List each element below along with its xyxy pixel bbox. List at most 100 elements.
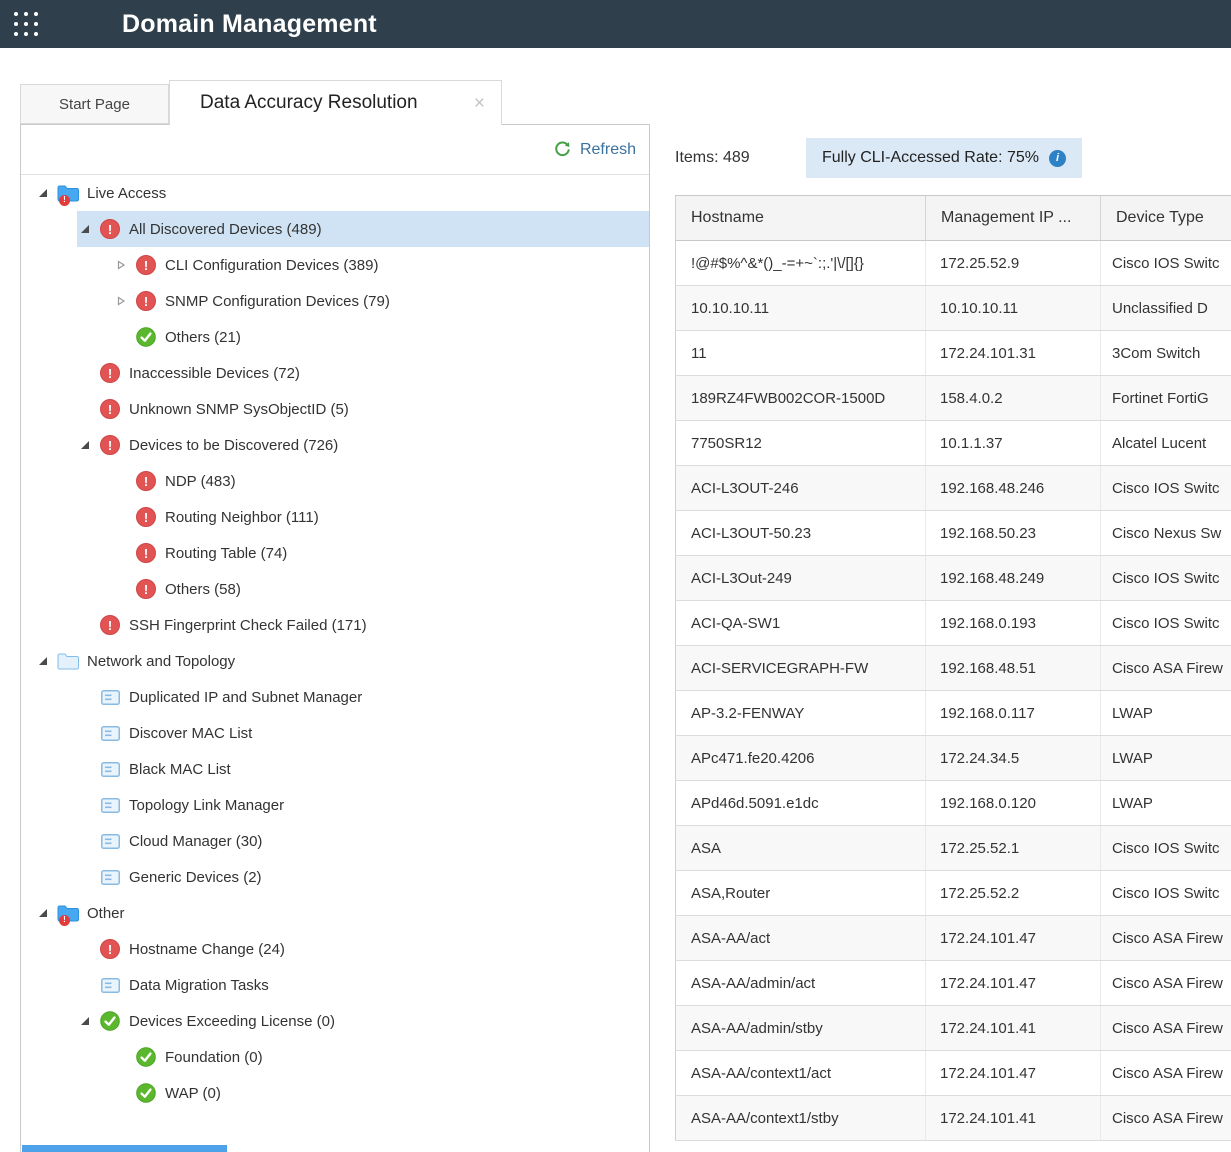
cell-management-ip[interactable]: 192.168.0.193 <box>925 600 1101 646</box>
cell-device-type[interactable]: Cisco ASA Firew <box>1100 915 1231 961</box>
tree-item[interactable]: Cloud Manager (30) <box>21 823 649 859</box>
cell-device-type[interactable]: Cisco IOS Switc <box>1100 555 1231 601</box>
table-row[interactable]: ASA-AA/act 172.24.101.47 Cisco ASA Firew <box>675 915 1231 961</box>
tree-item[interactable]: Topology Link Manager <box>21 787 649 823</box>
tree-item[interactable]: Devices Exceeding License (0) <box>21 1003 649 1039</box>
cell-hostname[interactable]: ASA-AA/context1/stby <box>675 1095 926 1141</box>
cell-device-type[interactable]: Cisco ASA Firew <box>1100 1095 1231 1141</box>
tree-item[interactable]: ! Hostname Change (24) <box>21 931 649 967</box>
table-row[interactable]: ACI-L3OUT-50.23 192.168.50.23 Cisco Nexus … <box>675 510 1231 556</box>
cell-management-ip[interactable]: 172.25.52.1 <box>925 825 1101 871</box>
cell-management-ip[interactable]: 172.24.34.5 <box>925 735 1101 781</box>
cell-device-type[interactable]: Fortinet FortiG <box>1100 375 1231 421</box>
table-row[interactable]: 10.10.10.11 10.10.10.11 Unclassified D <box>675 285 1231 331</box>
tree-item[interactable]: Duplicated IP and Subnet Manager <box>21 679 649 715</box>
cell-management-ip[interactable]: 172.24.101.41 <box>925 1095 1101 1141</box>
cell-management-ip[interactable]: 172.25.52.9 <box>925 240 1101 286</box>
cell-device-type[interactable]: Unclassified D <box>1100 285 1231 331</box>
tree-item[interactable]: ! Live Access <box>21 175 649 211</box>
tree-item[interactable]: Others (21) <box>21 319 649 355</box>
caret-expanded-icon[interactable] <box>77 440 93 450</box>
tree-item[interactable]: ! NDP (483) <box>21 463 649 499</box>
cell-device-type[interactable]: Alcatel Lucent <box>1100 420 1231 466</box>
tree-item[interactable]: ! Routing Table (74) <box>21 535 649 571</box>
table-row[interactable]: APc471.fe20.4206 172.24.34.5 LWAP <box>675 735 1231 781</box>
cell-device-type[interactable]: 3Com Switch <box>1100 330 1231 376</box>
cell-management-ip[interactable]: 172.24.101.47 <box>925 960 1101 1006</box>
table-row[interactable]: !@#$%^&*()_-=+~`:;.'|\/[]{} 172.25.52.9 Ci… <box>675 240 1231 286</box>
tree-item[interactable]: WAP (0) <box>21 1075 649 1111</box>
cell-management-ip[interactable]: 192.168.0.120 <box>925 780 1101 826</box>
column-header-device-type[interactable]: Device Type <box>1100 195 1231 241</box>
cell-hostname[interactable]: ASA,Router <box>675 870 926 916</box>
cell-hostname[interactable]: AP-3.2-FENWAY <box>675 690 926 736</box>
table-row[interactable]: ACI-QA-SW1 192.168.0.193 Cisco IOS Switc <box>675 600 1231 646</box>
cell-hostname[interactable]: ACI-L3OUT-246 <box>675 465 926 511</box>
tab-start-page[interactable]: Start Page <box>20 84 169 124</box>
cell-management-ip[interactable]: 172.24.101.41 <box>925 1005 1101 1051</box>
caret-collapsed-icon[interactable] <box>113 296 129 306</box>
cell-device-type[interactable]: LWAP <box>1100 780 1231 826</box>
caret-expanded-icon[interactable] <box>35 908 51 918</box>
tab-data-accuracy-resolution[interactable]: Data Accuracy Resolution × <box>169 80 502 125</box>
cell-hostname[interactable]: ACI-QA-SW1 <box>675 600 926 646</box>
cell-hostname[interactable]: ASA-AA/admin/stby <box>675 1005 926 1051</box>
cell-device-type[interactable]: Cisco ASA Firew <box>1100 1050 1231 1096</box>
cell-management-ip[interactable]: 172.24.101.47 <box>925 915 1101 961</box>
table-row[interactable]: APd46d.5091.e1dc 192.168.0.120 LWAP <box>675 780 1231 826</box>
column-header-hostname[interactable]: Hostname <box>675 195 926 241</box>
tree-item[interactable]: ! All Discovered Devices (489) <box>21 211 649 247</box>
table-row[interactable]: ASA-AA/admin/stby 172.24.101.41 Cisco ASA … <box>675 1005 1231 1051</box>
tree-item[interactable]: Network and Topology <box>21 643 649 679</box>
cell-hostname[interactable]: APc471.fe20.4206 <box>675 735 926 781</box>
tree-item[interactable]: ! SNMP Configuration Devices (79) <box>21 283 649 319</box>
cell-hostname[interactable]: 10.10.10.11 <box>675 285 926 331</box>
cell-management-ip[interactable]: 192.168.0.117 <box>925 690 1101 736</box>
tree-item[interactable]: Generic Devices (2) <box>21 859 649 895</box>
tree-item[interactable]: Foundation (0) <box>21 1039 649 1075</box>
cell-hostname[interactable]: ACI-SERVICEGRAPH-FW <box>675 645 926 691</box>
cell-device-type[interactable]: Cisco Nexus Sw <box>1100 510 1231 556</box>
horizontal-scrollbar-thumb[interactable] <box>22 1145 227 1152</box>
app-launcher-grid-icon[interactable] <box>14 12 38 36</box>
tree-item[interactable]: ! Inaccessible Devices (72) <box>21 355 649 391</box>
info-icon[interactable]: i <box>1048 149 1066 167</box>
cell-hostname[interactable]: ACI-L3Out-249 <box>675 555 926 601</box>
cell-management-ip[interactable]: 10.10.10.11 <box>925 285 1101 331</box>
cell-management-ip[interactable]: 10.1.1.37 <box>925 420 1101 466</box>
table-row[interactable]: 11 172.24.101.31 3Com Switch <box>675 330 1231 376</box>
cell-device-type[interactable]: Cisco IOS Switc <box>1100 870 1231 916</box>
cell-device-type[interactable]: Cisco ASA Firew <box>1100 960 1231 1006</box>
cell-device-type[interactable]: Cisco ASA Firew <box>1100 1005 1231 1051</box>
cell-device-type[interactable]: Cisco IOS Switc <box>1100 465 1231 511</box>
tree-item[interactable]: ! CLI Configuration Devices (389) <box>21 247 649 283</box>
caret-collapsed-icon[interactable] <box>113 260 129 270</box>
caret-expanded-icon[interactable] <box>77 224 93 234</box>
caret-expanded-icon[interactable] <box>35 656 51 666</box>
refresh-button[interactable]: Refresh <box>554 141 636 159</box>
tree-item[interactable]: ! Other <box>21 895 649 931</box>
cell-hostname[interactable]: ASA-AA/context1/act <box>675 1050 926 1096</box>
cell-hostname[interactable]: 7750SR12 <box>675 420 926 466</box>
cell-management-ip[interactable]: 172.25.52.2 <box>925 870 1101 916</box>
cell-device-type[interactable]: Cisco ASA Firew <box>1100 645 1231 691</box>
caret-expanded-icon[interactable] <box>77 1016 93 1026</box>
cell-hostname[interactable]: !@#$%^&*()_-=+~`:;.'|\/[]{} <box>675 240 926 286</box>
table-row[interactable]: ASA 172.25.52.1 Cisco IOS Switc <box>675 825 1231 871</box>
table-row[interactable]: ACI-L3Out-249 192.168.48.249 Cisco IOS Swi… <box>675 555 1231 601</box>
table-row[interactable]: ASA,Router 172.25.52.2 Cisco IOS Switc <box>675 870 1231 916</box>
tree-item[interactable]: ! Unknown SNMP SysObjectID (5) <box>21 391 649 427</box>
tab-close-icon[interactable]: × <box>473 92 485 114</box>
table-row[interactable]: ASA-AA/context1/stby 172.24.101.41 Cisco A… <box>675 1095 1231 1141</box>
cell-hostname[interactable]: 11 <box>675 330 926 376</box>
cell-device-type[interactable]: Cisco IOS Switc <box>1100 600 1231 646</box>
tree-item[interactable]: Black MAC List <box>21 751 649 787</box>
tree-item[interactable]: ! Devices to be Discovered (726) <box>21 427 649 463</box>
cell-device-type[interactable]: LWAP <box>1100 690 1231 736</box>
cell-hostname[interactable]: ACI-L3OUT-50.23 <box>675 510 926 556</box>
cell-device-type[interactable]: Cisco IOS Switc <box>1100 825 1231 871</box>
caret-expanded-icon[interactable] <box>35 188 51 198</box>
cell-management-ip[interactable]: 192.168.48.51 <box>925 645 1101 691</box>
cell-hostname[interactable]: ASA <box>675 825 926 871</box>
table-row[interactable]: ASA-AA/context1/act 172.24.101.47 Cisco AS… <box>675 1050 1231 1096</box>
